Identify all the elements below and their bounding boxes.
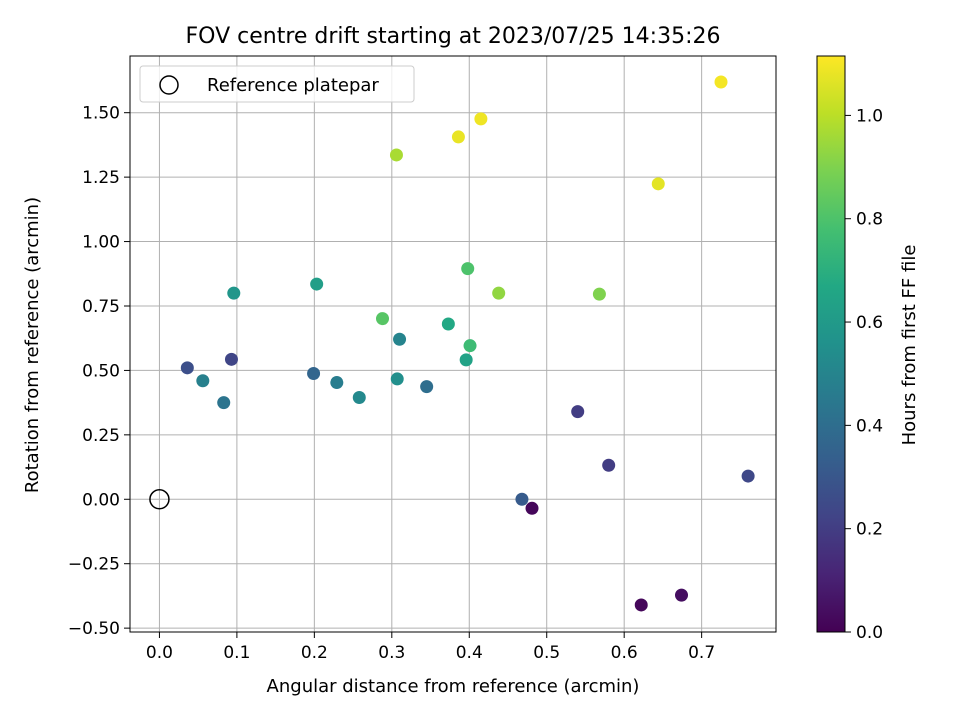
- data-point: [463, 339, 477, 353]
- data-point: [602, 458, 616, 472]
- data-point: [180, 361, 194, 375]
- data-point: [196, 374, 210, 388]
- x-tick-label: 0.2: [301, 643, 328, 663]
- x-tick-label: 0.3: [378, 643, 405, 663]
- data-point: [441, 317, 455, 331]
- data-point: [474, 112, 488, 126]
- colorbar-tick-label: 1.0: [856, 106, 883, 126]
- data-point: [714, 75, 728, 89]
- x-tick-label: 0.0: [146, 643, 173, 663]
- data-point: [310, 277, 324, 291]
- data-point: [571, 405, 585, 419]
- x-tick-label: 0.4: [456, 643, 483, 663]
- data-point: [352, 390, 366, 404]
- data-point: [451, 130, 465, 144]
- data-point: [393, 332, 407, 346]
- legend: Reference platepar: [139, 65, 415, 103]
- colorbar-tick-label: 0.6: [856, 313, 883, 333]
- grid-lines: [130, 56, 776, 632]
- data-point: [492, 286, 506, 300]
- legend-frame: [139, 65, 415, 103]
- data-point: [634, 598, 648, 612]
- data-point: [330, 376, 344, 390]
- y-tick-label: 1.50: [82, 104, 120, 124]
- data-point: [376, 312, 390, 326]
- x-tick-label: 0.1: [223, 643, 250, 663]
- colorbar-tick-label: 0.0: [856, 623, 883, 643]
- data-point: [224, 352, 238, 366]
- y-tick-label: 0.75: [82, 297, 120, 317]
- data-point: [515, 492, 529, 506]
- legend-label-reference-platepar: Reference platepar: [207, 75, 379, 96]
- y-tick-label: −0.50: [68, 619, 120, 639]
- x-tick-label: 0.5: [533, 643, 560, 663]
- data-point: [307, 367, 321, 381]
- colorbar: 0.0 0.2 0.4 0.6 0.8 1.0: [816, 55, 883, 643]
- data-point: [420, 380, 434, 394]
- data-point: [525, 501, 539, 515]
- data-point: [461, 262, 475, 276]
- plot-frame: [129, 55, 777, 633]
- y-tick-label: 0.50: [82, 361, 120, 381]
- data-point: [675, 588, 689, 602]
- y-tick-label: 1.00: [82, 233, 120, 253]
- y-tick-label: −0.25: [68, 555, 120, 575]
- x-axis-label: Angular distance from reference (arcmin): [267, 676, 640, 697]
- data-point: [459, 353, 473, 367]
- y-tick-label: 1.25: [82, 168, 120, 188]
- colorbar-gradient: [816, 55, 846, 633]
- y-tick-label: 0.00: [82, 490, 120, 510]
- data-point: [389, 148, 403, 162]
- axes: 0.0 0.1 0.2 0.3 0.4 0.5 0.6 0.7 −0.50 −0.25 0.00 0.…: [68, 55, 777, 663]
- data-point: [592, 287, 606, 301]
- y-tick-label: 0.25: [82, 426, 120, 446]
- colorbar-tick-label: 0.4: [856, 416, 883, 436]
- data-point: [227, 286, 241, 300]
- scatter-points: [149, 75, 755, 612]
- x-tick-label: 0.7: [688, 643, 715, 663]
- chart-title: FOV centre drift starting at 2023/07/25 …: [186, 24, 721, 49]
- reference-platepar-marker: [149, 489, 170, 510]
- colorbar-label: Hours from first FF file: [899, 245, 920, 446]
- x-tick-label: 0.6: [611, 643, 638, 663]
- data-point: [741, 469, 755, 483]
- colorbar-tick-label: 0.8: [856, 210, 883, 230]
- colorbar-tick-label: 0.2: [856, 520, 883, 540]
- legend-marker-open-circle: [159, 75, 179, 95]
- data-point: [651, 177, 665, 191]
- y-axis-label: Rotation from reference (arcmin): [22, 197, 43, 493]
- data-point: [217, 396, 231, 410]
- data-point: [390, 372, 404, 386]
